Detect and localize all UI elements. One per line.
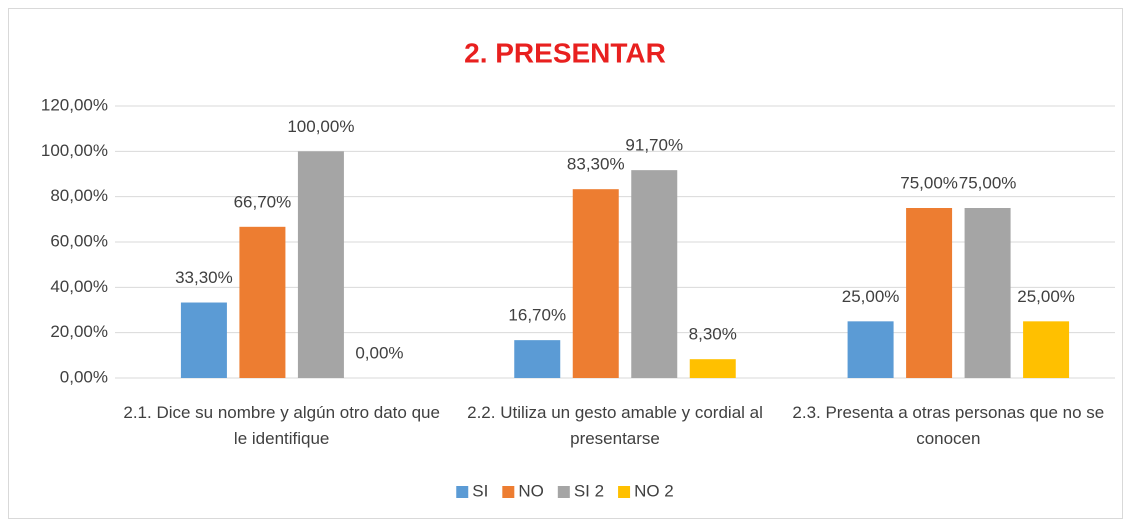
data-label: 8,30% xyxy=(689,325,737,344)
y-tick-label: 20,00% xyxy=(50,322,108,341)
bar xyxy=(514,340,561,378)
data-label: 25,00% xyxy=(1017,287,1075,306)
y-tick-label: 80,00% xyxy=(50,186,108,205)
data-label: 66,70% xyxy=(234,192,292,211)
legend-label: SI xyxy=(472,481,488,500)
bar xyxy=(180,302,227,378)
bar xyxy=(964,208,1011,378)
x-tick-label: 2.3. Presenta a otras personas que no se… xyxy=(792,403,1105,448)
x-tick-label: 2.2. Utiliza un gesto amable y cordial a… xyxy=(467,403,763,448)
legend-swatch xyxy=(618,486,631,498)
bar xyxy=(239,226,286,378)
y-tick-label: 40,00% xyxy=(50,277,108,296)
legend-label: SI 2 xyxy=(574,481,604,500)
data-label: 33,30% xyxy=(175,268,233,287)
bar xyxy=(906,208,953,378)
data-label: 16,70% xyxy=(508,306,566,325)
data-label: 75,00% xyxy=(900,173,958,192)
data-label: 83,30% xyxy=(567,155,625,174)
data-label: 25,00% xyxy=(842,287,900,306)
legend-swatch xyxy=(456,486,469,498)
y-tick-label: 120,00% xyxy=(41,95,108,114)
bar xyxy=(572,189,619,378)
y-tick-label: 60,00% xyxy=(50,231,108,250)
bar xyxy=(631,170,678,378)
x-tick-label: 2.1. Dice su nombre y algún otro dato qu… xyxy=(123,403,440,448)
data-label: 0,00% xyxy=(355,343,403,362)
bar xyxy=(847,321,894,378)
bar xyxy=(1023,321,1070,378)
legend-swatch xyxy=(557,486,570,498)
bar xyxy=(689,359,736,378)
data-label: 75,00% xyxy=(959,173,1017,192)
y-tick-label: 0,00% xyxy=(60,367,108,386)
chart-title: 2. PRESENTAR xyxy=(464,37,666,68)
y-tick-label: 100,00% xyxy=(41,141,108,160)
legend-label: NO 2 xyxy=(634,481,674,500)
data-label: 100,00% xyxy=(287,117,354,136)
legend-swatch xyxy=(502,486,515,498)
data-label: 91,70% xyxy=(625,136,683,155)
legend-label: NO xyxy=(518,481,544,500)
bar xyxy=(297,151,344,378)
